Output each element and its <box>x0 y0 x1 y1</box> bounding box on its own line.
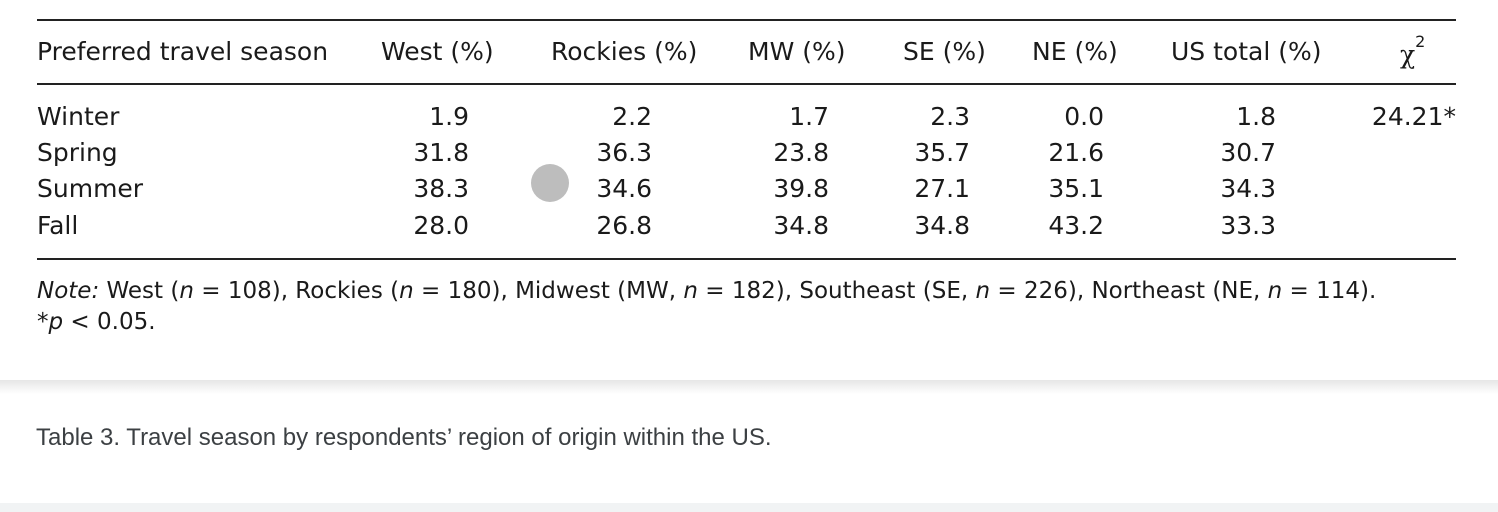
column-header: West (%) <box>381 37 494 66</box>
cell: 30.7 <box>1220 138 1276 167</box>
cell: 35.1 <box>1048 174 1104 203</box>
column-header: Preferred travel season <box>37 37 328 66</box>
column-header: MW (%) <box>748 37 846 66</box>
cell: 34.3 <box>1220 174 1276 203</box>
cell: 1.8 <box>1236 102 1276 131</box>
cell: 21.6 <box>1048 138 1104 167</box>
cell: 28.0 <box>413 211 469 240</box>
cell: 24.21* <box>1372 102 1456 131</box>
footnote-segment: p <box>48 309 64 335</box>
header-superscript: 2 <box>1415 32 1425 51</box>
cell: 26.8 <box>596 211 652 240</box>
column-header: US total (%) <box>1171 37 1322 66</box>
footer-strip <box>0 503 1498 512</box>
cell: 31.8 <box>413 138 469 167</box>
column-header: χ2 <box>1400 32 1425 69</box>
cell: 27.1 <box>914 174 970 203</box>
cell: 33.3 <box>1220 211 1276 240</box>
row-label: Summer <box>37 174 144 203</box>
note-segment: n <box>683 278 698 304</box>
note-segment: Note: <box>37 278 99 304</box>
cell: 1.7 <box>789 102 829 131</box>
footnote-segment: < 0.05. <box>63 309 155 335</box>
note-segment: n <box>1268 278 1283 304</box>
row-label: Spring <box>37 138 118 167</box>
note: Note: West (n = 108), Rockies (n = 180),… <box>37 278 1376 304</box>
cell: 36.3 <box>596 138 652 167</box>
cell: 38.3 <box>413 174 469 203</box>
shadow <box>0 380 1498 394</box>
touch-indicator <box>531 164 569 202</box>
cell: 1.9 <box>429 102 469 131</box>
note-segment: = 108), Rockies ( <box>194 278 399 304</box>
cell: 2.2 <box>612 102 652 131</box>
note-segment: n <box>399 278 414 304</box>
cell: 34.8 <box>914 211 970 240</box>
header-symbol: χ <box>1400 40 1415 69</box>
cell: 0.0 <box>1064 102 1104 131</box>
note-segment: = 182), Southeast (SE, <box>698 278 976 304</box>
row-label: Winter <box>37 102 120 131</box>
column-header: NE (%) <box>1032 37 1118 66</box>
note-segment: = 114). <box>1282 278 1376 304</box>
cell: 34.6 <box>596 174 652 203</box>
column-header: Rockies (%) <box>551 37 697 66</box>
note-segment: = 226), Northeast (NE, <box>990 278 1268 304</box>
note-segment: n <box>179 278 194 304</box>
note-segment: West ( <box>99 278 179 304</box>
cell: 39.8 <box>773 174 829 203</box>
cell: 35.7 <box>914 138 970 167</box>
caption: Table 3. Travel season by respondents’ r… <box>36 424 772 451</box>
cell: 43.2 <box>1048 211 1104 240</box>
table: Preferred travel season West (%) Rockies (… <box>37 19 1456 335</box>
cell: 34.8 <box>773 211 829 240</box>
row-label: Fall <box>37 211 78 240</box>
footnote: *p < 0.05. <box>37 309 156 335</box>
footnote-segment: * <box>37 309 49 335</box>
cell: 23.8 <box>773 138 829 167</box>
note-segment: n <box>975 278 990 304</box>
cell: 2.3 <box>930 102 970 131</box>
table-image: Preferred travel season West (%) Rockies (… <box>37 19 1456 335</box>
column-header: SE (%) <box>903 37 986 66</box>
note-segment: = 180), Midwest (MW, <box>414 278 684 304</box>
